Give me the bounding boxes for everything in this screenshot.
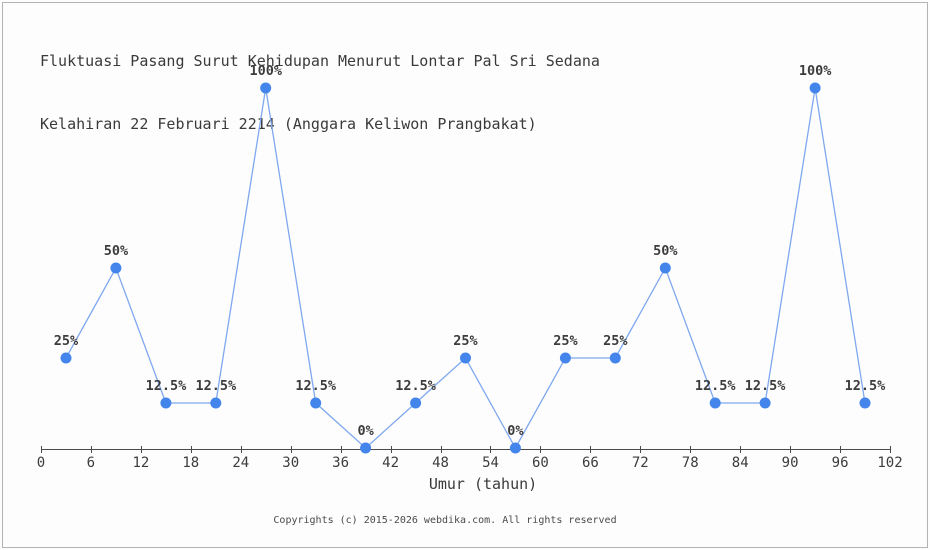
data-point-label: 12.5% xyxy=(395,378,437,394)
data-point-label: 12.5% xyxy=(695,378,737,394)
x-tick-label: 24 xyxy=(232,455,249,471)
data-point xyxy=(460,352,471,364)
x-tick-label: 72 xyxy=(632,455,649,471)
x-tick-label: 66 xyxy=(582,455,599,471)
data-point xyxy=(709,397,721,409)
x-tick-label: 96 xyxy=(832,455,849,471)
data-point xyxy=(659,262,671,274)
data-point xyxy=(210,397,222,409)
data-point xyxy=(859,397,871,409)
x-tick-label: 42 xyxy=(382,455,399,471)
data-point xyxy=(260,82,272,94)
data-point xyxy=(110,262,122,274)
x-axis-label: Umur (tahun) xyxy=(428,475,538,493)
x-tick-label: 90 xyxy=(782,455,799,471)
data-point-label: 12.5% xyxy=(745,378,787,394)
chart-title-line-2: Kelahiran 22 Februari 2214 (Anggara Keli… xyxy=(40,115,537,133)
data-point-label: 12.5% xyxy=(295,378,337,394)
x-tick-label: 0 xyxy=(37,455,45,471)
data-point-label: 0% xyxy=(507,423,524,439)
x-tick-label: 30 xyxy=(282,455,299,471)
data-point-label: 25% xyxy=(54,333,79,349)
x-tick-label: 78 xyxy=(682,455,699,471)
data-point xyxy=(559,352,571,364)
x-tick-label: 6 xyxy=(87,455,95,471)
data-point xyxy=(759,397,771,409)
x-tick-label: 60 xyxy=(532,455,549,471)
x-tick-label: 36 xyxy=(332,455,349,471)
data-point-label: 0% xyxy=(357,423,374,439)
data-point xyxy=(410,397,422,409)
data-point-label: 12.5% xyxy=(845,378,887,394)
x-tick-label: 12 xyxy=(132,455,149,471)
data-point-label: 50% xyxy=(653,243,678,259)
x-tick-label: 48 xyxy=(432,455,449,471)
x-tick-label: 84 xyxy=(732,455,749,471)
data-point xyxy=(609,352,621,364)
data-point-label: 12.5% xyxy=(195,378,237,394)
chart-title-line-1: Fluktuasi Pasang Surut Kehidupan Menurut… xyxy=(40,52,600,70)
data-point-label: 50% xyxy=(104,243,129,259)
x-tick-label: 102 xyxy=(877,455,902,471)
chart-title: Fluktuasi Pasang Surut Kehidupan Menurut… xyxy=(40,9,600,156)
x-tick-label: 54 xyxy=(482,455,499,471)
data-point xyxy=(160,397,172,409)
x-tick-label: 18 xyxy=(182,455,199,471)
data-point xyxy=(360,442,372,454)
series-line xyxy=(65,87,866,450)
data-point xyxy=(60,352,72,364)
data-point-label: 25% xyxy=(453,333,478,349)
data-point xyxy=(809,82,821,94)
data-point-label: 100% xyxy=(799,63,832,79)
data-point-label: 100% xyxy=(249,63,282,79)
data-point xyxy=(509,442,521,454)
data-point xyxy=(310,397,322,409)
data-point-label: 12.5% xyxy=(146,378,188,394)
data-point-label: 25% xyxy=(603,333,628,349)
data-point-label: 25% xyxy=(553,333,578,349)
copyright-text: Copyrights (c) 2015-2026 webdika.com. Al… xyxy=(273,515,617,526)
